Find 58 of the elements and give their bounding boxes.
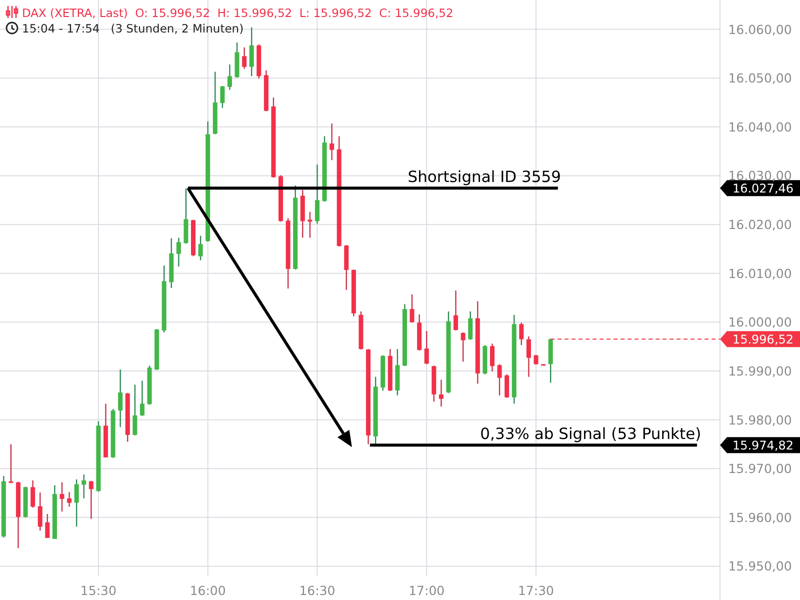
candlestick bbox=[519, 322, 524, 346]
ref-line-label: 15.996,52 bbox=[732, 332, 794, 346]
x-tick-label: 17:30 bbox=[518, 583, 554, 598]
y-tick-label: 15.980,00 bbox=[728, 412, 792, 428]
y-tick-label: 15.990,00 bbox=[728, 363, 792, 378]
candlestick bbox=[198, 235, 203, 261]
candlestick bbox=[74, 478, 79, 528]
candlestick bbox=[82, 474, 86, 499]
candlestick bbox=[45, 513, 50, 539]
candlestick bbox=[242, 46, 247, 70]
candlestick bbox=[176, 237, 181, 268]
candlestick bbox=[308, 211, 312, 238]
candlestick bbox=[88, 480, 94, 520]
candlestick bbox=[497, 364, 502, 396]
candlestick bbox=[490, 343, 495, 372]
candlestick bbox=[410, 294, 414, 324]
candlestick bbox=[330, 122, 334, 161]
candlestick bbox=[534, 354, 538, 366]
candlestick bbox=[526, 336, 531, 378]
candlestick bbox=[454, 290, 458, 332]
candlestick bbox=[132, 384, 138, 436]
y-tick-label: 15.974,82 bbox=[732, 438, 794, 452]
y-tick-label: 16.000,00 bbox=[728, 314, 792, 330]
candlestick bbox=[227, 64, 232, 90]
annotation: 0,33% ab Signal (53 Punkte) bbox=[480, 425, 702, 444]
text: DAX (XETRA, Last) O: 15.996,52 H: 15.996,52 L: 15.996,52 C: 15.996,52 bbox=[22, 6, 454, 20]
y-tick-label: 16.060,00 bbox=[728, 22, 792, 37]
y-tick-label: 16.020,00 bbox=[728, 217, 792, 232]
candlestick bbox=[468, 310, 473, 340]
candlestick bbox=[118, 368, 123, 428]
candlestick bbox=[60, 482, 64, 512]
candlestick bbox=[438, 379, 444, 408]
y-tick-label: 15.960,00 bbox=[728, 510, 792, 525]
y-tick-label: 16.010,00 bbox=[728, 266, 792, 281]
y-tick-label: 16.040,00 bbox=[728, 119, 792, 134]
candlestick bbox=[460, 332, 466, 362]
candlestick bbox=[220, 85, 225, 108]
y-tick-label: 16.050,00 bbox=[728, 70, 792, 86]
x-tick-label: 16:30 bbox=[299, 583, 336, 598]
candlestick bbox=[249, 26, 254, 77]
y-tick-label: 16.027,46 bbox=[732, 181, 794, 196]
candlestick bbox=[140, 380, 144, 416]
x-tick-label: 16:00 bbox=[190, 583, 226, 598]
annotation: Shortsignal ID 3559 bbox=[408, 168, 562, 186]
candlestick bbox=[38, 492, 42, 532]
text: 15:04 - 17:54 (3 Stunden, 2 Minuten) bbox=[22, 22, 244, 36]
y-tick-label: 16.030,00 bbox=[728, 168, 792, 184]
candlestick bbox=[30, 480, 36, 508]
candlestick bbox=[504, 374, 510, 398]
candlestick bbox=[8, 444, 14, 484]
candlestick bbox=[67, 491, 72, 508]
y-tick-label: 15.970,00 bbox=[728, 461, 792, 476]
y-tick-label: 15.950,00 bbox=[728, 558, 792, 574]
candlestick bbox=[314, 164, 320, 224]
candlestick bbox=[424, 330, 429, 365]
x-tick-label: 17:00 bbox=[408, 583, 445, 598]
x-tick-label: 15:30 bbox=[80, 583, 117, 598]
candlestick bbox=[184, 188, 188, 244]
